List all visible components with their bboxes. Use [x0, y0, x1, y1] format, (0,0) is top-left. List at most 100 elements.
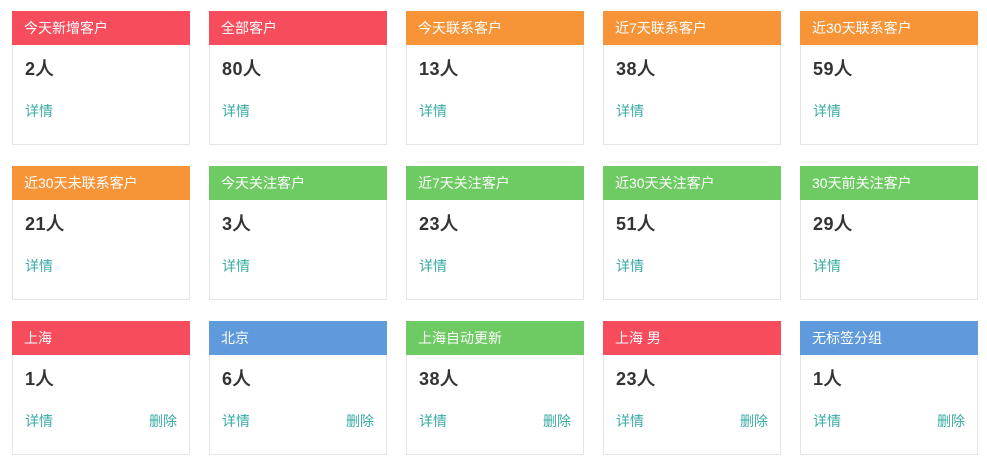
card-title: 今天关注客户 [221, 175, 305, 191]
card-header: 上海 [12, 321, 190, 355]
card-header: 30天前关注客户 [800, 166, 978, 200]
stat-card: 近30天未联系客户 21人 详情 [12, 166, 190, 300]
card-body: 51人 详情 [604, 200, 780, 299]
card-links: 详情 删除 [25, 411, 177, 431]
stat-card: 近7天关注客户 23人 详情 [406, 166, 584, 300]
details-link[interactable]: 详情 [25, 103, 53, 119]
card-header: 今天联系客户 [406, 11, 584, 45]
card-links: 详情 [813, 101, 965, 121]
details-link[interactable]: 详情 [419, 413, 447, 429]
card-count: 21人 [25, 214, 65, 234]
card-body: 3人 详情 [210, 200, 386, 299]
card-header: 近7天关注客户 [406, 166, 584, 200]
card-body: 21人 详情 [13, 200, 189, 299]
stat-card: 今天联系客户 13人 详情 [406, 11, 584, 145]
stat-card: 北京 6人 详情 删除 [209, 321, 387, 455]
card-body: 1人 详情 删除 [13, 355, 189, 454]
card-count: 3人 [222, 214, 252, 234]
card-title: 上海 男 [615, 330, 661, 346]
stat-card: 近30天联系客户 59人 详情 [800, 11, 978, 145]
stat-card: 今天新增客户 2人 详情 [12, 11, 190, 145]
card-header: 上海 男 [603, 321, 781, 355]
delete-link[interactable]: 删除 [149, 413, 177, 429]
details-link[interactable]: 详情 [616, 258, 644, 274]
card-links: 详情 [222, 256, 374, 276]
details-link[interactable]: 详情 [813, 413, 841, 429]
card-links: 详情 删除 [813, 411, 965, 431]
card-title: 近7天关注客户 [418, 175, 510, 191]
stat-card: 30天前关注客户 29人 详情 [800, 166, 978, 300]
delete-link[interactable]: 删除 [740, 413, 768, 429]
card-count: 6人 [222, 369, 252, 389]
card-count: 13人 [419, 59, 459, 79]
stat-card: 近7天联系客户 38人 详情 [603, 11, 781, 145]
card-count: 80人 [222, 59, 262, 79]
card-title: 今天新增客户 [24, 20, 108, 36]
card-body: 80人 详情 [210, 45, 386, 144]
stat-card: 无标签分组 1人 详情 删除 [800, 321, 978, 455]
card-count: 38人 [616, 59, 656, 79]
card-title: 近30天未联系客户 [24, 175, 138, 191]
card-title: 上海 [24, 330, 52, 346]
card-body: 1人 详情 删除 [801, 355, 977, 454]
card-count: 2人 [25, 59, 55, 79]
card-count: 29人 [813, 214, 853, 234]
stat-card: 上海 1人 详情 删除 [12, 321, 190, 455]
card-count: 51人 [616, 214, 656, 234]
details-link[interactable]: 详情 [222, 103, 250, 119]
card-body: 29人 详情 [801, 200, 977, 299]
card-header: 全部客户 [209, 11, 387, 45]
card-header: 今天新增客户 [12, 11, 190, 45]
card-body: 38人 详情 删除 [407, 355, 583, 454]
card-title: 30天前关注客户 [812, 175, 912, 191]
details-link[interactable]: 详情 [813, 103, 841, 119]
card-links: 详情 [616, 256, 768, 276]
details-link[interactable]: 详情 [222, 258, 250, 274]
card-title: 近7天联系客户 [615, 20, 707, 36]
card-links: 详情 [813, 256, 965, 276]
card-header: 近30天联系客户 [800, 11, 978, 45]
card-header: 近7天联系客户 [603, 11, 781, 45]
card-body: 38人 详情 [604, 45, 780, 144]
details-link[interactable]: 详情 [25, 413, 53, 429]
delete-link[interactable]: 删除 [346, 413, 374, 429]
stat-card: 上海 男 23人 详情 删除 [603, 321, 781, 455]
card-body: 13人 详情 [407, 45, 583, 144]
details-link[interactable]: 详情 [222, 413, 250, 429]
stat-card: 今天关注客户 3人 详情 [209, 166, 387, 300]
card-body: 6人 详情 删除 [210, 355, 386, 454]
card-links: 详情 [222, 101, 374, 121]
details-link[interactable]: 详情 [616, 103, 644, 119]
card-header: 近30天关注客户 [603, 166, 781, 200]
card-body: 23人 详情 [407, 200, 583, 299]
details-link[interactable]: 详情 [419, 103, 447, 119]
details-link[interactable]: 详情 [419, 258, 447, 274]
card-links: 详情 [419, 101, 571, 121]
card-header: 北京 [209, 321, 387, 355]
stat-card: 上海自动更新 38人 详情 删除 [406, 321, 584, 455]
delete-link[interactable]: 删除 [543, 413, 571, 429]
card-body: 59人 详情 [801, 45, 977, 144]
details-link[interactable]: 详情 [25, 258, 53, 274]
details-link[interactable]: 详情 [616, 413, 644, 429]
card-body: 23人 详情 删除 [604, 355, 780, 454]
card-count: 38人 [419, 369, 459, 389]
card-links: 详情 [25, 101, 177, 121]
delete-link[interactable]: 删除 [937, 413, 965, 429]
card-title: 无标签分组 [812, 330, 882, 346]
card-title: 全部客户 [221, 20, 277, 36]
card-count: 1人 [813, 369, 843, 389]
card-links: 详情 删除 [222, 411, 374, 431]
card-header: 近30天未联系客户 [12, 166, 190, 200]
card-count: 1人 [25, 369, 55, 389]
card-count: 59人 [813, 59, 853, 79]
stat-card: 全部客户 80人 详情 [209, 11, 387, 145]
card-header: 上海自动更新 [406, 321, 584, 355]
card-header: 无标签分组 [800, 321, 978, 355]
card-title: 近30天联系客户 [812, 20, 912, 36]
card-title: 上海自动更新 [418, 330, 502, 346]
details-link[interactable]: 详情 [813, 258, 841, 274]
card-title: 近30天关注客户 [615, 175, 715, 191]
card-links: 详情 [419, 256, 571, 276]
